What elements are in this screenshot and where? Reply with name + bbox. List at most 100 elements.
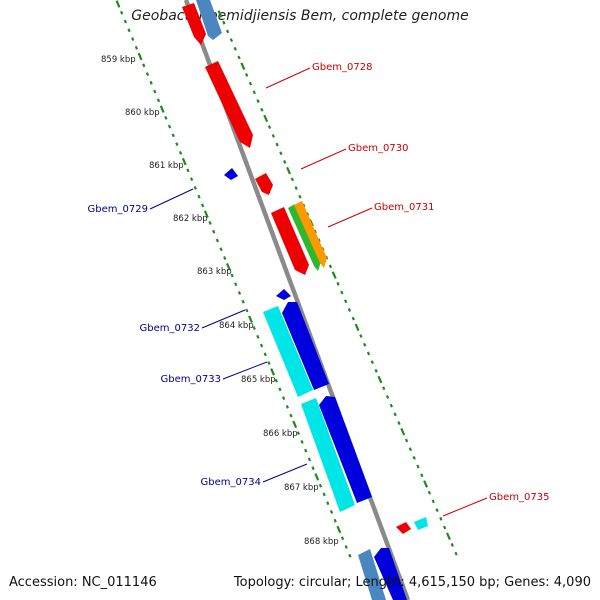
track-tick	[318, 483, 323, 488]
track-tick	[408, 447, 413, 452]
track-tick	[274, 378, 278, 383]
track-tick	[217, 10, 223, 18]
gene-arrow-gbem-0734[interactable]	[301, 398, 355, 512]
track-tick	[142, 63, 146, 68]
track-tick	[171, 133, 175, 138]
track-tick	[212, 229, 216, 234]
accession-text: Accession: NC_011146	[9, 575, 157, 590]
gene-label-gbem-0730[interactable]: Gbem_0730	[348, 143, 408, 154]
track-tick	[328, 264, 333, 269]
track-tick	[115, 0, 121, 8]
gene-arrow-partial-bottom-steelblue[interactable]	[358, 549, 386, 600]
track-tick	[175, 142, 179, 147]
track-tick	[134, 45, 139, 50]
track-tick	[234, 282, 238, 287]
gene-arrow-gbem-0731-green[interactable]	[288, 204, 321, 271]
track-tick	[278, 387, 282, 392]
callout-leader-line	[201, 309, 246, 329]
track-tick	[404, 438, 409, 443]
gene-arrow-gbem-0730[interactable]	[255, 173, 273, 195]
track-tick	[178, 150, 183, 155]
track-tick	[167, 124, 172, 129]
track-tick	[259, 343, 264, 348]
gene-arrow-blue-small-863[interactable]	[276, 289, 291, 300]
track-tick	[446, 532, 451, 540]
gene-arrow-partial-top-red[interactable]	[182, 3, 206, 45]
gene-label-gbem-0735[interactable]: Gbem_0735	[489, 492, 549, 503]
track-tick	[322, 492, 326, 497]
gene-arrow-gbem-0729[interactable]	[224, 168, 238, 180]
track-tick	[290, 177, 294, 182]
callout-leader-line	[149, 188, 194, 210]
gene-arrow-cyan-868[interactable]	[414, 517, 428, 530]
track-tick	[137, 52, 143, 61]
track-tick	[275, 142, 279, 147]
track-tick	[127, 28, 131, 33]
track-tick	[181, 157, 187, 166]
track-tick	[304, 448, 308, 453]
track-tick	[225, 29, 230, 34]
track-tick	[450, 543, 454, 547]
track-tick	[294, 186, 298, 190]
gene-arrow-partial-bottom-blue[interactable]	[374, 548, 407, 600]
track-tick	[351, 316, 355, 321]
track-tick	[256, 99, 260, 103]
track-tick	[252, 90, 256, 95]
gene-arrow-gbem-0733[interactable]	[282, 302, 329, 390]
track-tick	[292, 420, 298, 429]
track-tick	[333, 518, 337, 523]
track-tick	[431, 499, 435, 504]
track-tick	[267, 125, 272, 130]
track-tick	[454, 551, 458, 556]
track-tick	[377, 375, 383, 384]
track-tick	[400, 428, 406, 436]
track-tick	[267, 361, 271, 365]
gene-label-gbem-0731[interactable]: Gbem_0731	[374, 202, 434, 213]
track-tick	[298, 194, 302, 199]
track-tick	[159, 105, 165, 113]
track-tick	[370, 360, 374, 365]
track-tick	[307, 457, 312, 462]
track-tick	[156, 98, 161, 103]
gene-arrow-red-862[interactable]	[271, 207, 309, 275]
track-tick	[344, 299, 348, 304]
gene-label-gbem-0729[interactable]: Gbem_0729	[88, 204, 148, 215]
inner-tick-track	[217, 10, 458, 556]
gene-features	[182, 0, 428, 600]
track-tick	[153, 89, 157, 94]
callout-leader-line	[222, 361, 268, 380]
gene-arrow-blue-866[interactable]	[319, 396, 372, 503]
gene-arrow-gbem-0735[interactable]	[396, 522, 411, 534]
track-tick	[279, 151, 283, 156]
callout-leader-line	[262, 463, 308, 483]
track-tick	[203, 210, 209, 218]
track-tick	[215, 238, 220, 243]
ruler-label: 865 kbp	[241, 375, 276, 385]
track-tick	[420, 473, 424, 478]
track-tick	[385, 395, 390, 399]
track-tick	[145, 72, 150, 76]
track-tick	[248, 315, 253, 324]
track-tick	[340, 290, 344, 295]
gene-label-gbem-0733[interactable]: Gbem_0733	[161, 374, 221, 385]
track-tick	[149, 80, 153, 85]
track-tick	[189, 177, 194, 182]
track-tick	[286, 166, 291, 175]
track-tick	[393, 412, 397, 417]
track-tick	[326, 501, 330, 506]
track-tick	[263, 352, 267, 357]
track-tick	[374, 368, 378, 373]
track-tick	[120, 10, 124, 15]
track-tick	[248, 81, 253, 86]
gene-label-gbem-0734[interactable]: Gbem_0734	[201, 477, 261, 488]
gene-arrow-partial-top-steelblue[interactable]	[196, 0, 222, 40]
callout-leader-line	[442, 497, 488, 517]
track-tick	[363, 342, 367, 347]
gene-label-gbem-0728[interactable]: Gbem_0728	[312, 62, 372, 73]
gene-arrow-gbem-0732[interactable]	[263, 306, 313, 397]
track-tick	[229, 38, 234, 43]
gene-arrow-gbem-0728[interactable]	[205, 61, 253, 148]
gene-arrow-gbem-0731-orange[interactable]	[294, 201, 327, 268]
gene-label-gbem-0732[interactable]: Gbem_0732	[140, 323, 200, 334]
